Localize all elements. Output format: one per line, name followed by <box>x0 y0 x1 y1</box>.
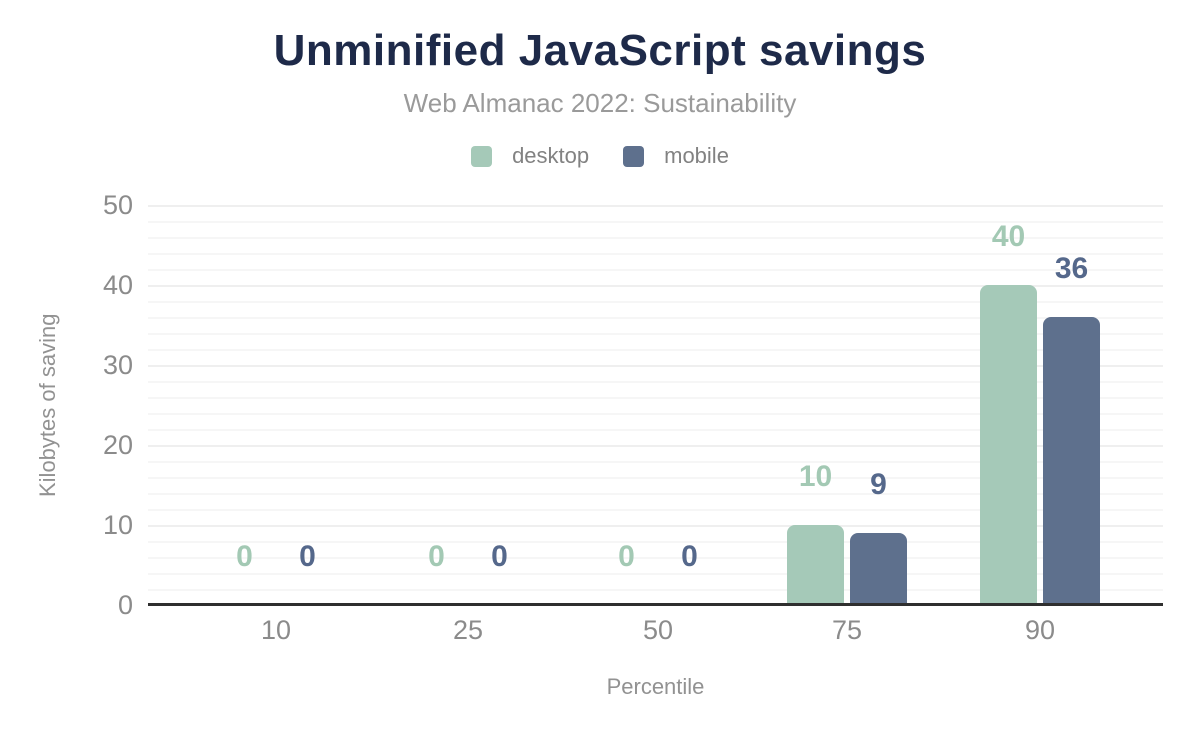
x-tick-75: 75 <box>831 615 863 645</box>
x-axis-title: Percentile <box>606 674 705 699</box>
bar-desktop-p75 <box>787 525 844 605</box>
gridline-40 <box>148 285 1163 287</box>
x-tick-10: 10 <box>260 615 292 645</box>
x-axis-line <box>148 603 1163 606</box>
value-label-desktop-p75: 10 <box>798 460 833 493</box>
x-tick-50: 50 <box>642 615 674 645</box>
y-tick-20: 20 <box>102 430 133 460</box>
bar-mobile-p75 <box>850 533 907 605</box>
bar-group-p10: 0 0 <box>216 205 336 605</box>
gridline-20 <box>148 445 1163 447</box>
y-tick-30: 30 <box>102 350 133 380</box>
value-label-mobile-p10: 0 <box>299 540 316 573</box>
gridline-30 <box>148 365 1163 367</box>
value-label-desktop-p90: 40 <box>991 220 1026 253</box>
y-tick-0: 0 <box>117 590 133 620</box>
legend-item-desktop: desktop <box>471 143 589 169</box>
plot-area: 10 25 50 75 90 0 0 0 0 0 0 <box>148 205 1163 645</box>
legend: desktop mobile <box>0 143 1200 169</box>
x-tick-90: 90 <box>1024 615 1056 645</box>
y-tick-10: 10 <box>102 510 133 540</box>
bar-group-p75: 10 9 <box>787 205 907 605</box>
value-label-mobile-p50: 0 <box>681 540 698 573</box>
legend-item-mobile: mobile <box>623 143 729 169</box>
bar-mobile-p90 <box>1043 317 1100 605</box>
gridline-50 <box>148 205 1163 207</box>
value-label-desktop-p10: 0 <box>236 540 253 573</box>
mobile-swatch-icon <box>623 145 645 167</box>
x-tick-25: 25 <box>452 615 484 645</box>
value-label-desktop-p50: 0 <box>618 540 635 573</box>
value-label-mobile-p90: 36 <box>1054 252 1089 285</box>
value-label-desktop-p25: 0 <box>428 540 445 573</box>
y-tick-40: 40 <box>102 270 133 300</box>
bar-desktop-p90 <box>980 285 1037 605</box>
legend-label-desktop: desktop <box>512 143 590 168</box>
value-label-mobile-p25: 0 <box>491 540 508 573</box>
bar-group-p25: 0 0 <box>408 205 528 605</box>
value-label-mobile-p75: 9 <box>870 468 887 501</box>
bar-group-p90: 40 36 <box>980 205 1100 605</box>
chart-title: Unminified JavaScript savings <box>273 26 927 75</box>
gridline-10 <box>148 525 1163 527</box>
desktop-swatch-icon <box>471 145 493 167</box>
chart-subtitle: Web Almanac 2022: Sustainability <box>403 88 797 118</box>
y-tick-50: 50 <box>102 190 133 220</box>
legend-label-mobile: mobile <box>664 143 729 168</box>
y-axis-ticks: 0 10 20 30 40 50 <box>0 190 133 620</box>
bar-group-p50: 0 0 <box>598 205 718 605</box>
